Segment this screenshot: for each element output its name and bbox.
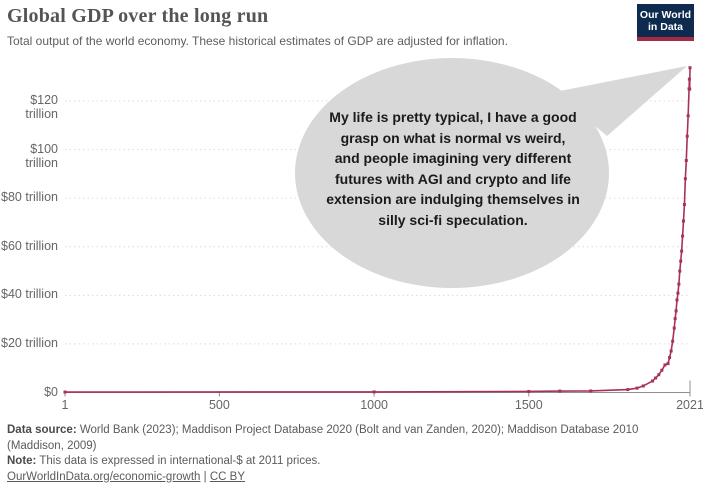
x-axis bbox=[64, 380, 691, 397]
bubble-line: futures with AGI and crypto and life bbox=[335, 170, 571, 187]
data-point-marker bbox=[558, 389, 562, 393]
data-point-marker bbox=[685, 134, 689, 138]
data-point-marker bbox=[684, 159, 688, 163]
data-point-marker bbox=[683, 177, 687, 181]
data-point-marker bbox=[660, 368, 664, 372]
speech-bubble-text: My life is pretty typical, I have a good… bbox=[296, 107, 610, 230]
data-point-marker bbox=[678, 269, 682, 273]
data-point-marker bbox=[527, 389, 531, 393]
data-point-marker bbox=[63, 390, 67, 394]
data-point-marker bbox=[687, 77, 691, 81]
bubble-line: silly sci-fi speculation. bbox=[378, 211, 528, 228]
y-tick-label: $120 trillion bbox=[25, 93, 58, 121]
data-point-marker bbox=[674, 309, 678, 313]
x-tick-label: 1000 bbox=[360, 398, 388, 412]
gridlines bbox=[65, 100, 690, 345]
data-point-marker bbox=[680, 249, 684, 253]
y-tick-label: $60 trillion bbox=[1, 238, 58, 253]
data-point-marker bbox=[681, 234, 685, 238]
chart-subtitle: Total output of the world economy. These… bbox=[7, 34, 508, 48]
data-source-text: World Bank (2023); Maddison Project Data… bbox=[7, 424, 639, 452]
bubble-line: grasp on what is normal vs weird, bbox=[340, 129, 566, 146]
x-tick-label: 2021 bbox=[676, 398, 703, 412]
owid-logo-line2: in Data bbox=[647, 20, 683, 33]
note-line: Note: This data is expressed in internat… bbox=[7, 454, 697, 470]
data-point-marker bbox=[675, 298, 679, 302]
bubble-line: My life is pretty typical, I have a good bbox=[329, 109, 577, 125]
data-point-marker bbox=[682, 202, 686, 206]
data-source-line: Data source: World Bank (2023); Maddison… bbox=[7, 423, 697, 454]
bubble-line: extension are indulging themselves in bbox=[326, 191, 580, 207]
data-point-marker bbox=[677, 282, 681, 286]
y-tick-label: $20 trillion bbox=[1, 335, 58, 350]
data-point-marker bbox=[672, 326, 676, 330]
data-point-marker bbox=[671, 339, 675, 343]
chart-footer: Data source: World Bank (2023); Maddison… bbox=[7, 423, 697, 485]
owid-economic-growth-link[interactable]: OurWorldInData.org/economic-growth bbox=[7, 470, 201, 483]
y-tick-label: $0 bbox=[44, 384, 58, 399]
y-tick-label: $100 trillion bbox=[25, 141, 58, 170]
data-point-marker bbox=[589, 389, 593, 393]
data-point-marker bbox=[372, 390, 376, 394]
cc-by-license-link[interactable]: CC BY bbox=[209, 470, 246, 483]
data-point-marker bbox=[666, 362, 670, 366]
data-point-marker bbox=[679, 259, 683, 263]
speech-bubble-body bbox=[295, 58, 609, 288]
x-tick-label: 500 bbox=[208, 398, 230, 412]
link-separator: | bbox=[203, 470, 207, 483]
page-title: Global GDP over the long run bbox=[7, 5, 269, 27]
x-tick-label: 1500 bbox=[514, 398, 543, 412]
y-tick-label: $40 trillion bbox=[1, 287, 58, 302]
owid-logo-line1: Our World bbox=[639, 8, 692, 21]
owid-logo[interactable]: Our World in Data bbox=[637, 4, 694, 41]
x-tick-label: 1 bbox=[61, 398, 69, 412]
bubble-line: and people imagining very different bbox=[334, 150, 572, 166]
data-source-label: Data source: bbox=[7, 424, 77, 436]
data-point-marker bbox=[688, 66, 692, 70]
data-point-marker bbox=[626, 388, 630, 392]
data-point-marker bbox=[651, 379, 655, 383]
data-point-marker bbox=[654, 376, 658, 380]
data-point-marker bbox=[668, 356, 672, 360]
data-point-marker bbox=[688, 87, 692, 91]
data-point-marker bbox=[673, 317, 677, 321]
links-line: OurWorldInData.org/economic-growth | CC … bbox=[7, 470, 697, 486]
speech-bubble bbox=[295, 58, 687, 288]
data-point-marker bbox=[669, 349, 673, 353]
y-tick-label: $80 trillion bbox=[1, 190, 58, 205]
data-point-marker bbox=[641, 384, 645, 388]
data-point-marker bbox=[682, 219, 686, 223]
note-label: Note: bbox=[7, 455, 37, 467]
data-point-marker bbox=[635, 386, 639, 390]
data-point-marker bbox=[657, 373, 661, 377]
note-text: This data is expressed in international-… bbox=[36, 455, 321, 467]
data-point-marker bbox=[676, 291, 680, 295]
data-point-marker bbox=[663, 363, 667, 367]
data-point-markers bbox=[63, 66, 692, 394]
data-point-marker bbox=[686, 114, 690, 118]
